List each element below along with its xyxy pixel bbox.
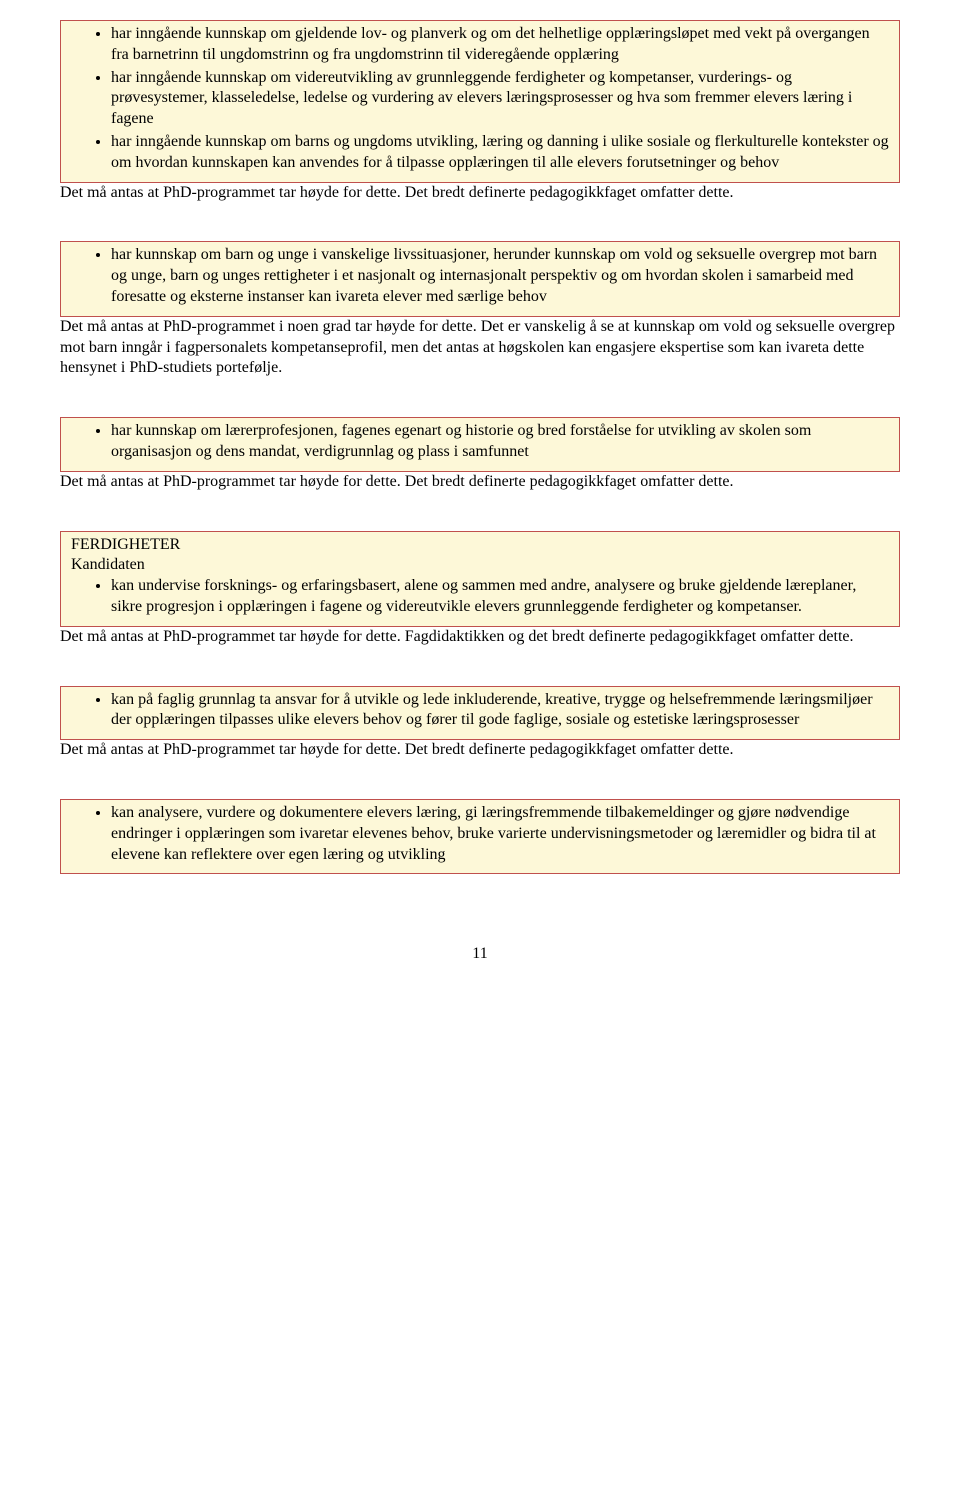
bullet-item: kan på faglig grunnlag ta ansvar for å u… — [111, 690, 889, 734]
bullet-item: har inngående kunnskap om gjeldende lov-… — [111, 24, 889, 68]
document-section: har kunnskap om barn og unge i vanskelig… — [60, 241, 900, 379]
bullet-list: kan på faglig grunnlag ta ansvar for å u… — [71, 690, 889, 734]
bullet-list: kan undervise forsknings- og erfaringsba… — [71, 576, 889, 620]
highlighted-box: FERDIGHETERKandidatenkan undervise forsk… — [60, 531, 900, 627]
followup-text: Det må antas at PhD-programmet tar høyde… — [60, 472, 900, 493]
highlighted-box: har kunnskap om barn og unge i vanskelig… — [60, 241, 900, 316]
document-section: kan analysere, vurdere og dokumentere el… — [60, 799, 900, 874]
page-number: 11 — [60, 944, 900, 965]
highlighted-box: kan analysere, vurdere og dokumentere el… — [60, 799, 900, 874]
bullet-item: har inngående kunnskap om videreutviklin… — [111, 68, 889, 132]
sections-container: har inngående kunnskap om gjeldende lov-… — [60, 20, 900, 874]
followup-text: Det må antas at PhD-programmet tar høyde… — [60, 183, 900, 204]
bullet-item: har inngående kunnskap om barns og ungdo… — [111, 132, 889, 176]
document-section: kan på faglig grunnlag ta ansvar for å u… — [60, 686, 900, 761]
bullet-item: kan analysere, vurdere og dokumentere el… — [111, 803, 889, 867]
followup-text: Det må antas at PhD-programmet tar høyde… — [60, 627, 900, 648]
document-section: har kunnskap om lærerprofesjonen, fagene… — [60, 417, 900, 492]
bullet-list: har inngående kunnskap om gjeldende lov-… — [71, 24, 889, 176]
document-section: har inngående kunnskap om gjeldende lov-… — [60, 20, 900, 203]
section-heading: FERDIGHETER — [71, 535, 889, 556]
document-section: FERDIGHETERKandidatenkan undervise forsk… — [60, 531, 900, 648]
document-page: har inngående kunnskap om gjeldende lov-… — [0, 0, 960, 1005]
bullet-item: har kunnskap om lærerprofesjonen, fagene… — [111, 421, 889, 465]
highlighted-box: har kunnskap om lærerprofesjonen, fagene… — [60, 417, 900, 472]
highlighted-box: har inngående kunnskap om gjeldende lov-… — [60, 20, 900, 183]
bullet-item: kan undervise forsknings- og erfaringsba… — [111, 576, 889, 620]
section-subheading: Kandidaten — [71, 555, 889, 576]
bullet-list: har kunnskap om barn og unge i vanskelig… — [71, 245, 889, 309]
bullet-list: kan analysere, vurdere og dokumentere el… — [71, 803, 889, 867]
bullet-list: har kunnskap om lærerprofesjonen, fagene… — [71, 421, 889, 465]
highlighted-box: kan på faglig grunnlag ta ansvar for å u… — [60, 686, 900, 741]
followup-text: Det må antas at PhD-programmet i noen gr… — [60, 317, 900, 379]
followup-text: Det må antas at PhD-programmet tar høyde… — [60, 740, 900, 761]
bullet-item: har kunnskap om barn og unge i vanskelig… — [111, 245, 889, 309]
